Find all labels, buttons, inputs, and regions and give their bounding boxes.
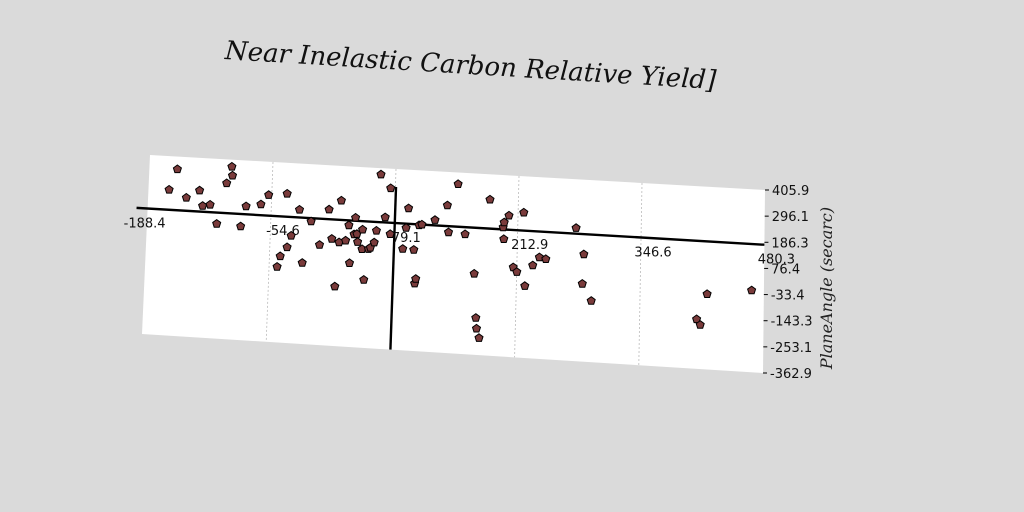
data-point [460, 229, 470, 239]
data-point [692, 314, 702, 324]
data-point [499, 234, 509, 243]
data-point [327, 233, 337, 243]
data-point [227, 170, 238, 180]
data-point [579, 249, 589, 259]
data-point [747, 285, 757, 295]
data-point [306, 216, 316, 226]
y-tick-labels: 405.9 296.1 186.3 76.4 -33.4 -143.3 -253.1 -362… [763, 184, 812, 382]
data-point [411, 274, 421, 283]
data-point [264, 190, 274, 199]
data-point [294, 204, 305, 214]
x-tick-label: 79.1 [392, 231, 421, 246]
plot-background [142, 155, 765, 373]
y-tick-label: -143.3 [771, 315, 813, 330]
data-point [442, 200, 452, 210]
x-tick-labels: -188.4 -54.6 79.1 212.9 346.6 480.3 [124, 217, 795, 268]
data-point [341, 235, 351, 245]
y-tick-label: 186.3 [771, 236, 808, 251]
y-tick-label: 76.4 [771, 262, 800, 277]
data-point [443, 227, 454, 237]
data-point [469, 268, 479, 278]
data-point [371, 225, 381, 235]
data-point [314, 240, 325, 249]
data-point [417, 219, 427, 229]
data-point [512, 267, 522, 276]
data-point [172, 164, 182, 174]
data-point [499, 217, 509, 227]
data-point [453, 179, 463, 188]
data-point [227, 161, 237, 171]
y-tick-label: 296.1 [772, 210, 809, 225]
data-points [164, 161, 757, 342]
data-point [404, 203, 414, 213]
data-point [471, 313, 481, 322]
data-point [485, 194, 495, 204]
data-point [344, 220, 354, 230]
x-tick-label: 346.6 [634, 245, 671, 260]
data-point [282, 188, 292, 198]
data-point [519, 207, 529, 217]
data-point [272, 261, 282, 271]
data-point [528, 260, 538, 270]
data-point [471, 323, 482, 333]
data-point [386, 183, 396, 193]
data-point [695, 320, 705, 329]
data-point [353, 237, 363, 246]
data-point [376, 169, 386, 179]
data-point [586, 296, 596, 305]
data-point [358, 224, 368, 234]
data-point [504, 210, 514, 220]
data-point [401, 223, 411, 232]
data-point [369, 237, 379, 247]
data-point [222, 178, 232, 188]
grid-lines [265, 161, 643, 366]
data-point [385, 229, 395, 238]
y-axis-line [389, 186, 398, 350]
data-point [336, 195, 346, 205]
data-point [330, 281, 340, 291]
x-tick-label: -188.4 [124, 217, 166, 232]
data-point [286, 230, 296, 240]
y-tick-label: 405.9 [772, 184, 809, 199]
data-point [359, 274, 369, 284]
data-point [474, 333, 484, 342]
data-point [205, 199, 215, 209]
x-tick-label: 212.9 [511, 238, 548, 253]
data-point [702, 289, 712, 298]
data-point [534, 252, 544, 262]
data-point [541, 254, 551, 263]
grid-line [265, 161, 274, 342]
data-point [430, 215, 440, 224]
data-point [181, 192, 191, 202]
x-axis-line [136, 206, 765, 246]
data-point [577, 278, 587, 288]
data-point [351, 212, 361, 222]
data-point [241, 201, 251, 211]
data-point [398, 244, 408, 253]
data-point [344, 258, 355, 267]
data-point [164, 184, 174, 194]
y-axis-label: PlaneAngle (secarc) [817, 207, 836, 370]
data-point [195, 185, 205, 195]
plot-area: -188.4 -54.6 79.1 212.9 346.6 480.3 405.9296.… [124, 155, 812, 382]
data-point [256, 199, 266, 209]
data-point [212, 218, 222, 228]
data-point [409, 244, 419, 254]
data-point [275, 251, 285, 261]
data-point [571, 223, 581, 232]
y-tick-label: -362.9 [770, 367, 812, 382]
data-point [236, 221, 246, 231]
x-tick-label: 480.3 [758, 253, 795, 268]
data-point [520, 281, 530, 290]
data-point [297, 258, 307, 267]
data-point [282, 242, 292, 252]
data-point [380, 212, 390, 222]
y-tick-label: -253.1 [770, 341, 812, 356]
data-point [324, 204, 334, 214]
y-tick-label: -33.4 [771, 289, 805, 304]
